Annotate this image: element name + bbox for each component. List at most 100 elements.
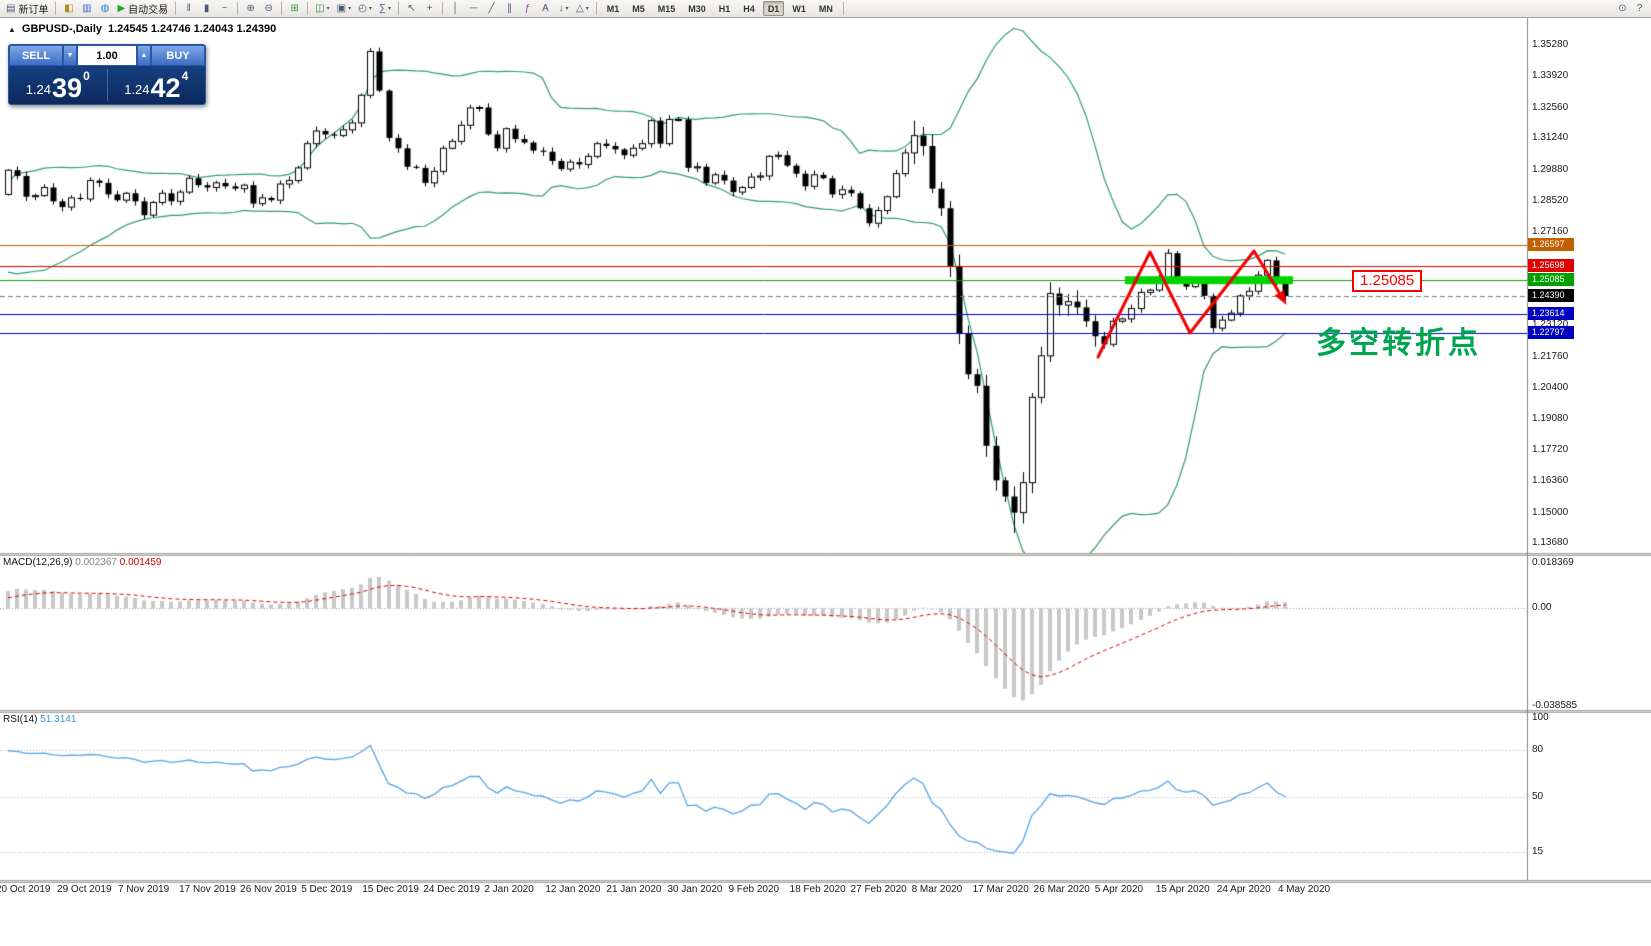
caret-down-icon: ▾	[387, 6, 391, 12]
toolbar-right-group: ⊙?	[1614, 1, 1648, 17]
rsi-indicator-label: RSI(14) 51.3141	[3, 714, 76, 725]
timeframe-mn-button[interactable]: MN	[818, 3, 833, 14]
new-order-button[interactable]: ▤ 新订单	[3, 1, 51, 17]
toolbar-separator	[442, 2, 443, 15]
new-chart-icon[interactable]: ◫ ▾	[312, 1, 332, 17]
autotrading-play-icon: ▶	[117, 2, 126, 14]
sell-price-pipette: 0	[83, 69, 90, 83]
buy-button[interactable]: BUY	[151, 45, 205, 66]
trendline-icon[interactable]: ╱	[483, 1, 500, 17]
text-label-icon[interactable]: A	[537, 1, 554, 17]
line-chart-icon: ~	[221, 2, 228, 14]
timeframe-h1-button[interactable]: H1	[718, 3, 731, 14]
bar-chart-icon: ‖	[186, 2, 191, 14]
one-click-trading-panel: SELL ▼ 1.00 ▲ BUY 1.24 39 0 1.24 42 4	[8, 44, 206, 105]
horizontal-line-icon[interactable]: ─	[465, 1, 482, 17]
caret-down-icon: ▾	[348, 6, 352, 12]
buy-price-big-digits: 42	[150, 73, 181, 104]
caret-down-icon: ▾	[585, 6, 589, 12]
price-flag-label[interactable]: 1.25085	[1352, 270, 1423, 292]
lot-decrease-button[interactable]: ▼	[63, 45, 77, 66]
data-window-icon[interactable]: ◍	[96, 1, 113, 17]
shapes-icon: △	[576, 2, 584, 14]
timeframe-m15-button[interactable]: M15	[657, 3, 676, 14]
arrows-icon[interactable]: ↓ ▾	[555, 1, 572, 17]
macd-signal-value: 0.001459	[119, 557, 162, 568]
arrows-icon: ↓	[558, 2, 564, 14]
metaeditor-icon: ◧	[64, 2, 74, 14]
cursor-icon[interactable]: ↖	[403, 1, 420, 17]
candlestick-chart-icon[interactable]: ▮	[198, 1, 215, 17]
sell-price-prefix: 1.24	[25, 82, 52, 97]
autotrading-button[interactable]: ▶ 自动交易	[114, 1, 171, 17]
indicators-icon: ∑	[378, 2, 386, 14]
trade-panel-top-row: SELL ▼ 1.00 ▲ BUY	[9, 45, 205, 66]
fibonacci-icon: ƒ	[524, 2, 531, 14]
chart-ohlc-values: 1.24545 1.24746 1.24043 1.24390	[108, 23, 277, 35]
macd-indicator-label: MACD(12,26,9) 0.002367 0.001459	[3, 557, 161, 568]
search-icon[interactable]: ⊙	[1614, 1, 1631, 17]
vertical-line-icon[interactable]: │	[447, 1, 464, 17]
timeframe-m5-button[interactable]: M5	[632, 3, 645, 14]
caret-down-icon: ▾	[368, 6, 372, 12]
chart-title: ▲ GBPUSD-,Daily 1.24545 1.24746 1.24043 …	[8, 23, 276, 35]
new-chart-icon: ◫	[315, 2, 325, 14]
chart-window-icon: ▲	[8, 24, 16, 34]
market-watch-icon[interactable]: ▥	[78, 1, 95, 17]
chart-symbol-period: GBPUSD-,Daily	[21, 23, 102, 35]
crosshair-icon: +	[426, 2, 433, 14]
text-label-icon: A	[542, 2, 549, 14]
period-clock-icon: ◴	[358, 2, 367, 14]
bar-chart-icon[interactable]: ‖	[180, 1, 197, 17]
autotrading-button-label: 自动交易	[128, 5, 169, 16]
turning-point-annotation[interactable]: 多空转折点	[1316, 327, 1481, 360]
horizontal-line-icon: ─	[469, 2, 478, 14]
buy-price-pipette: 4	[181, 69, 189, 83]
indicators-icon[interactable]: ∑ ▾	[376, 1, 394, 17]
lot-size-input[interactable]: 1.00	[77, 45, 137, 66]
lot-increase-button[interactable]: ▲	[137, 45, 151, 66]
caret-down-icon: ▾	[565, 6, 569, 12]
timeframe-m1-button[interactable]: M1	[606, 3, 620, 14]
new-order-icon: ▤	[6, 2, 16, 14]
zoom-in-icon: ⊕	[246, 2, 255, 14]
macd-main-value: 0.002367	[75, 557, 117, 568]
sell-price-big-digits: 39	[52, 73, 83, 104]
fibonacci-icon[interactable]: ƒ	[519, 1, 536, 17]
line-chart-icon[interactable]: ~	[216, 1, 233, 17]
rsi-value: 51.3141	[40, 714, 77, 725]
profiles-icon: ▣	[336, 2, 347, 14]
data-window-icon: ◍	[100, 2, 110, 14]
sell-price[interactable]: 1.24 39 0	[9, 66, 107, 104]
help-icon[interactable]: ?	[1631, 1, 1648, 17]
timeframe-d1-button[interactable]: D1	[762, 1, 785, 16]
toolbar: ▤ 新订单 ◧ ▥ ◍ ▶ 自动交易 ‖ ▮ ~ ⊕ ⊖ ⊞ ◫ ▾ ▣ ▾ ◴ ▾ ∑ ▾ ↖ + │ ─ ╱ ∥ ƒ A ↓ ▾ △ ▾ M1…	[0, 0, 1651, 18]
macd-name: MACD(12,26,9)	[3, 557, 73, 568]
search-icon: ⊙	[1618, 2, 1627, 14]
buy-price[interactable]: 1.24 42 4	[108, 66, 206, 104]
tile-windows-icon[interactable]: ⊞	[286, 1, 303, 17]
metaeditor-icon[interactable]: ◧	[60, 1, 77, 17]
market-watch-icon: ▥	[82, 2, 92, 14]
toolbar-separator	[307, 2, 309, 15]
profiles-icon[interactable]: ▣ ▾	[334, 1, 354, 17]
toolbar-separator	[55, 2, 57, 15]
period-clock-icon[interactable]: ◴ ▾	[355, 1, 375, 17]
timeframe-w1-button[interactable]: W1	[792, 3, 806, 14]
shapes-icon[interactable]: △ ▾	[573, 1, 592, 17]
toolbar-separator	[237, 2, 239, 15]
toolbar-separator	[595, 2, 597, 15]
zoom-in-icon[interactable]: ⊕	[242, 1, 259, 17]
crosshair-icon[interactable]: +	[421, 1, 438, 17]
channel-icon[interactable]: ∥	[501, 1, 518, 17]
cursor-icon: ↖	[407, 2, 416, 14]
candlestick-chart-icon: ▮	[203, 2, 210, 14]
trade-panel-divider	[106, 69, 108, 101]
toolbar-separator	[398, 2, 399, 15]
zoom-out-icon[interactable]: ⊖	[260, 1, 277, 17]
rsi-name: RSI(14)	[3, 714, 38, 725]
timeframe-m30-button[interactable]: M30	[688, 3, 706, 14]
sell-button[interactable]: SELL	[9, 45, 63, 66]
timeframe-h4-button[interactable]: H4	[743, 3, 755, 14]
